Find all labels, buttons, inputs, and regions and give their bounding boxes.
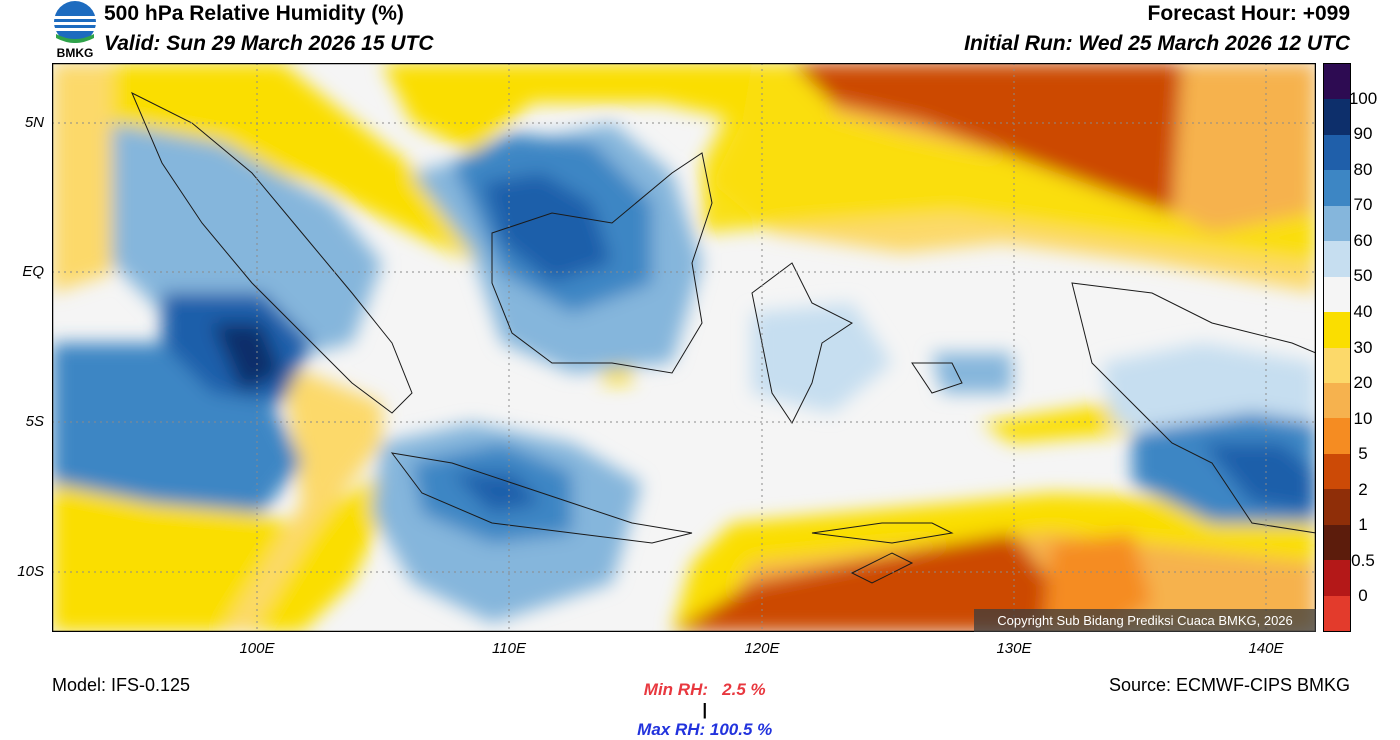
bmkg-logo: BMKG: [50, 0, 100, 62]
copyright-box: Copyright Sub Bidang Prediksi Cuaca BMKG…: [974, 609, 1316, 632]
colorbar-label: 60: [1353, 230, 1373, 250]
colorbar-swatch: [1324, 64, 1350, 100]
colorbar-label: 50: [1353, 266, 1373, 286]
colorbar-swatch: [1324, 99, 1350, 135]
initial-run: Initial Run: Wed 25 March 2026 12 UTC: [964, 32, 1350, 55]
colorbar-swatch: [1324, 560, 1350, 596]
lat-label-10s: 10S: [17, 563, 44, 580]
colorbar-label: 40: [1353, 301, 1373, 321]
lat-label-5n: 5N: [24, 114, 44, 131]
lat-label-eq: EQ: [22, 263, 44, 280]
colorbar-label: 0.5: [1351, 550, 1375, 570]
bmkg-logo-emblem: [54, 1, 96, 43]
colorbar-label: 90: [1353, 124, 1373, 144]
model-label: Model: IFS-0.125: [52, 675, 191, 695]
colorbar-swatch: [1324, 170, 1350, 206]
colorbar-swatch: [1324, 489, 1350, 525]
max-rh: Max RH: 100.5 %: [637, 720, 773, 739]
colorbar-swatch: [1324, 241, 1350, 277]
lon-label-140e: 140E: [1248, 640, 1284, 657]
lon-label-110e: 110E: [492, 640, 526, 657]
colorbar-swatch: [1324, 524, 1350, 561]
min-rh: Min RH: 2.5 %: [643, 680, 766, 699]
colorbar-label: 80: [1353, 159, 1373, 179]
stats-separator: |: [702, 700, 708, 719]
valid-time: Valid: Sun 29 March 2026 15 UTC: [104, 32, 434, 55]
colorbar-swatch: [1324, 312, 1350, 348]
lon-label-120e: 120E: [744, 640, 780, 657]
copyright-text: Copyright Sub Bidang Prediksi Cuaca BMKG…: [997, 613, 1293, 628]
gridlines: [52, 63, 1316, 632]
humidity-field: [52, 63, 1316, 632]
humidity-map: [52, 63, 1316, 632]
lat-label-5s: 5S: [25, 413, 44, 430]
colorbar-label: 2: [1358, 479, 1368, 499]
colorbar: [1323, 63, 1351, 632]
colorbar-label: 20: [1353, 373, 1373, 393]
lon-label-100e: 100E: [239, 640, 275, 657]
colorbar-label: 100: [1348, 88, 1378, 108]
coastlines: [131, 91, 1316, 584]
colorbar-label: 30: [1353, 337, 1373, 357]
lon-label-130e: 130E: [996, 640, 1032, 657]
colorbar-label: 5: [1358, 444, 1368, 464]
colorbar-label: 1: [1358, 515, 1368, 535]
colorbar-swatch: [1324, 382, 1350, 419]
colorbar-swatch: [1324, 595, 1350, 631]
colorbar-label: 10: [1353, 408, 1373, 428]
bmkg-logo-text: BMKG: [56, 46, 94, 60]
colorbar-swatch: [1324, 453, 1350, 490]
colorbar-swatch: [1324, 205, 1350, 242]
colorbar-swatch: [1324, 134, 1350, 171]
colorbar-label: 0: [1358, 586, 1368, 606]
colorbar-swatch: [1324, 347, 1350, 383]
map-title: 500 hPa Relative Humidity (%): [104, 2, 404, 25]
colorbar-swatch: [1324, 276, 1350, 313]
rh-stats: Min RH: 2.5 % | Max RH: 100.5 %: [0, 660, 1400, 740]
colorbar-swatch: [1324, 418, 1350, 454]
source-label: Source: ECMWF-CIPS BMKG: [1108, 675, 1350, 695]
colorbar-label: 70: [1353, 195, 1373, 215]
forecast-hour: Forecast Hour: +099: [1147, 2, 1351, 25]
